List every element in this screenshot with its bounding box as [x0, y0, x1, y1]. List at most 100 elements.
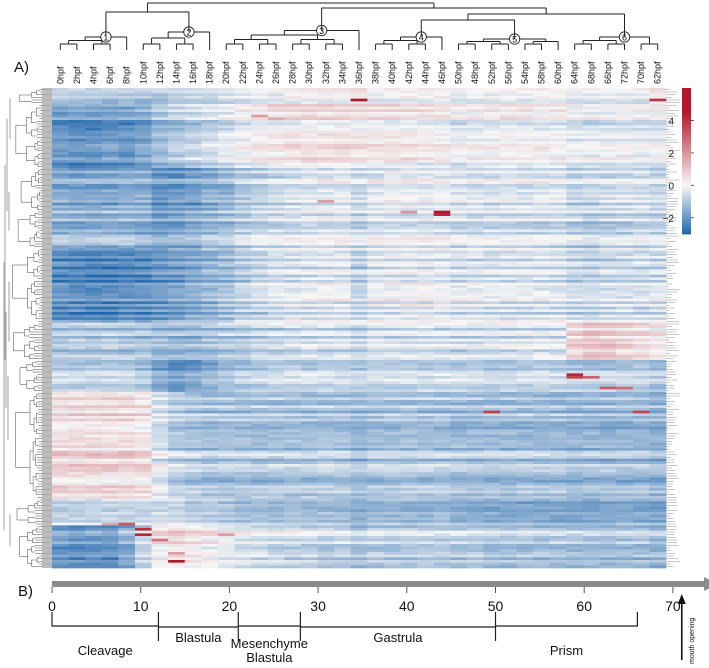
heatmap-cell	[566, 370, 584, 374]
heatmap-cell	[599, 178, 617, 182]
heatmap-cell	[134, 330, 152, 334]
heatmap-cell	[599, 229, 617, 233]
heatmap-cell	[616, 322, 634, 326]
heatmap-cell	[599, 274, 617, 278]
heatmap-cell	[417, 122, 435, 126]
heatmap-cell	[85, 336, 103, 340]
heatmap-cell	[251, 282, 269, 286]
heatmap-cell	[118, 194, 136, 198]
heatmap-cell	[367, 168, 385, 172]
heatmap-cell	[52, 280, 69, 284]
heatmap-cell	[583, 208, 600, 212]
heatmap-cell	[300, 208, 318, 212]
heatmap-cell	[367, 288, 385, 292]
heatmap-cell	[201, 296, 219, 300]
heatmap-cell	[52, 202, 69, 206]
heatmap-cell	[334, 392, 352, 396]
heatmap-cell	[85, 400, 103, 404]
heatmap-cell	[500, 130, 517, 134]
heatmap-cell	[599, 128, 617, 132]
heatmap-cell	[632, 256, 650, 260]
heatmap-cell	[566, 354, 584, 358]
heatmap-cell	[234, 178, 252, 182]
heatmap-cell	[583, 256, 600, 260]
heatmap-cell	[85, 378, 103, 382]
heatmap-cell	[450, 269, 468, 273]
heatmap-cell	[383, 208, 401, 212]
heatmap-cell	[68, 112, 86, 116]
heatmap-cell	[350, 154, 368, 158]
heatmap-cell	[151, 258, 169, 262]
heatmap-cell	[549, 288, 567, 292]
heatmap-cell	[118, 229, 136, 233]
heatmap-cell	[516, 320, 534, 324]
heatmap-cell	[151, 112, 169, 116]
heatmap-cell	[533, 301, 551, 305]
heatmap-cell	[68, 152, 86, 156]
heatmap-cell	[52, 253, 69, 257]
heatmap-cell	[68, 130, 86, 134]
heatmap-cell	[101, 314, 119, 318]
heatmap-cell	[334, 141, 352, 145]
heatmap-cell	[101, 296, 119, 300]
heatmap-cell	[632, 226, 650, 230]
heatmap-cell	[68, 288, 86, 292]
heatmap-cell	[168, 93, 186, 97]
heatmap-cell	[201, 317, 219, 321]
heatmap-cell	[599, 157, 617, 161]
heatmap-cell	[168, 104, 186, 108]
heatmap-cell	[350, 288, 368, 292]
heatmap-cell	[500, 146, 517, 150]
heatmap-cell	[217, 309, 235, 313]
heatmap-cell	[184, 157, 202, 161]
heatmap-cell	[466, 144, 484, 148]
heatmap-cell	[118, 301, 136, 305]
heatmap-cell	[367, 245, 385, 249]
heatmap-cell	[516, 120, 534, 124]
heatmap-cell	[533, 205, 551, 209]
heatmap-cell	[284, 370, 302, 374]
heatmap-cell	[500, 389, 517, 393]
heatmap-cell	[52, 370, 69, 374]
heatmap-cell	[400, 293, 418, 297]
heatmap-cell	[516, 269, 534, 273]
heatmap-cell	[52, 394, 69, 398]
heatmap-cell	[383, 309, 401, 313]
heatmap-cell	[516, 152, 534, 156]
heatmap-cell	[616, 301, 634, 305]
heatmap-cell	[350, 282, 368, 286]
heatmap-cell	[251, 253, 269, 257]
heatmap-cell	[251, 109, 269, 113]
heatmap-cell	[52, 325, 69, 329]
heatmap-cell	[101, 376, 119, 380]
heatmap-cell	[466, 253, 484, 257]
heatmap-cell	[234, 237, 252, 241]
heatmap-cell	[68, 144, 86, 148]
heatmap-cell	[118, 221, 136, 225]
heatmap-cell	[118, 245, 136, 249]
heatmap-cell	[466, 106, 484, 110]
heatmap-cell	[334, 184, 352, 188]
heatmap-cell	[433, 120, 451, 124]
heatmap-cell	[383, 136, 401, 140]
heatmap-cell	[516, 128, 534, 132]
heatmap-cell	[267, 160, 285, 164]
heatmap-cell	[549, 130, 567, 134]
heatmap-cell	[85, 384, 103, 388]
heatmap-cell	[450, 253, 468, 257]
heatmap-cell	[516, 184, 534, 188]
heatmap-cell	[599, 282, 617, 286]
heatmap-cell	[118, 258, 136, 262]
heatmap-cell	[649, 306, 667, 310]
heatmap-cell	[483, 288, 501, 292]
heatmap-cell	[267, 288, 285, 292]
heatmap-cell	[334, 250, 352, 254]
heatmap-cell	[52, 128, 69, 132]
heatmap-cell	[284, 216, 302, 220]
heatmap-cell	[417, 362, 435, 366]
heatmap-cell	[466, 114, 484, 118]
heatmap-cell	[251, 208, 269, 212]
heatmap-cell	[599, 101, 617, 105]
heatmap-cell	[217, 264, 235, 268]
heatmap-cell	[516, 226, 534, 230]
